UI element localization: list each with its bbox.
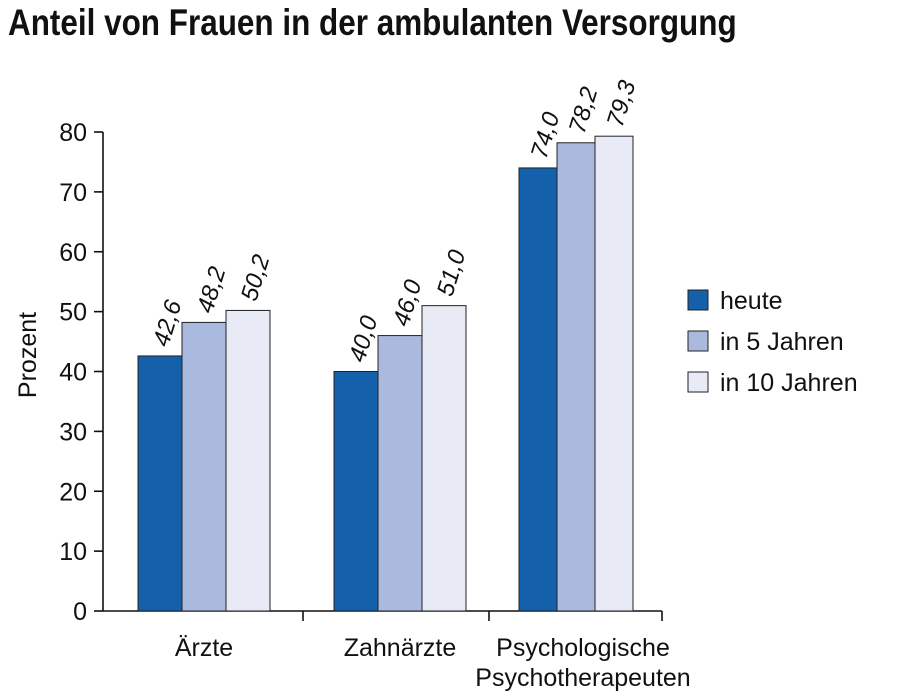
bar <box>518 167 558 612</box>
bar <box>377 335 423 612</box>
y-tick-label: 10 <box>59 538 87 566</box>
legend-label: in 5 Jahren <box>720 328 844 356</box>
y-tick-label: 80 <box>59 119 87 147</box>
legend-swatch <box>687 330 709 352</box>
bar <box>181 321 227 612</box>
chart-title: Anteil von Frauen in der ambulanten Vers… <box>8 2 737 43</box>
y-tick-label: 0 <box>73 598 87 626</box>
data-label: 78,2 <box>564 84 603 137</box>
bar <box>594 135 634 612</box>
y-tick-label: 60 <box>59 239 87 267</box>
category-label: Psychologische <box>496 634 670 662</box>
y-tick-label: 40 <box>59 359 87 387</box>
y-tick-label: 30 <box>59 418 87 446</box>
data-label: 48,2 <box>192 264 231 317</box>
data-label: 50,2 <box>236 252 275 305</box>
bar <box>556 142 596 612</box>
category-label: Psychotherapeuten <box>475 664 690 692</box>
data-label: 51,0 <box>432 246 472 299</box>
y-axis-label: Prozent <box>14 312 42 398</box>
category-label: Ärzte <box>175 634 233 662</box>
legend-swatch <box>687 289 709 311</box>
bar <box>333 371 379 612</box>
y-tick-label: 50 <box>59 299 87 327</box>
category-label: Zahnärzte <box>344 634 457 662</box>
y-axis: 0 10 20 30 40 50 60 70 80 <box>59 119 104 626</box>
bars <box>137 135 634 612</box>
x-axis: Ärzte Zahnärzte PsychologischePsychotherap… <box>103 610 691 692</box>
legend: heute in 5 Jahren in 10 Jahren <box>687 287 858 397</box>
legend-swatch <box>687 371 709 393</box>
bar <box>225 309 271 612</box>
y-tick-label: 20 <box>59 478 87 506</box>
bar <box>421 305 467 612</box>
data-label: 79,3 <box>602 77 642 130</box>
legend-label: heute <box>720 287 783 315</box>
legend-label: in 10 Jahren <box>720 369 858 397</box>
bar <box>137 355 183 612</box>
y-tick-label: 70 <box>59 179 87 207</box>
